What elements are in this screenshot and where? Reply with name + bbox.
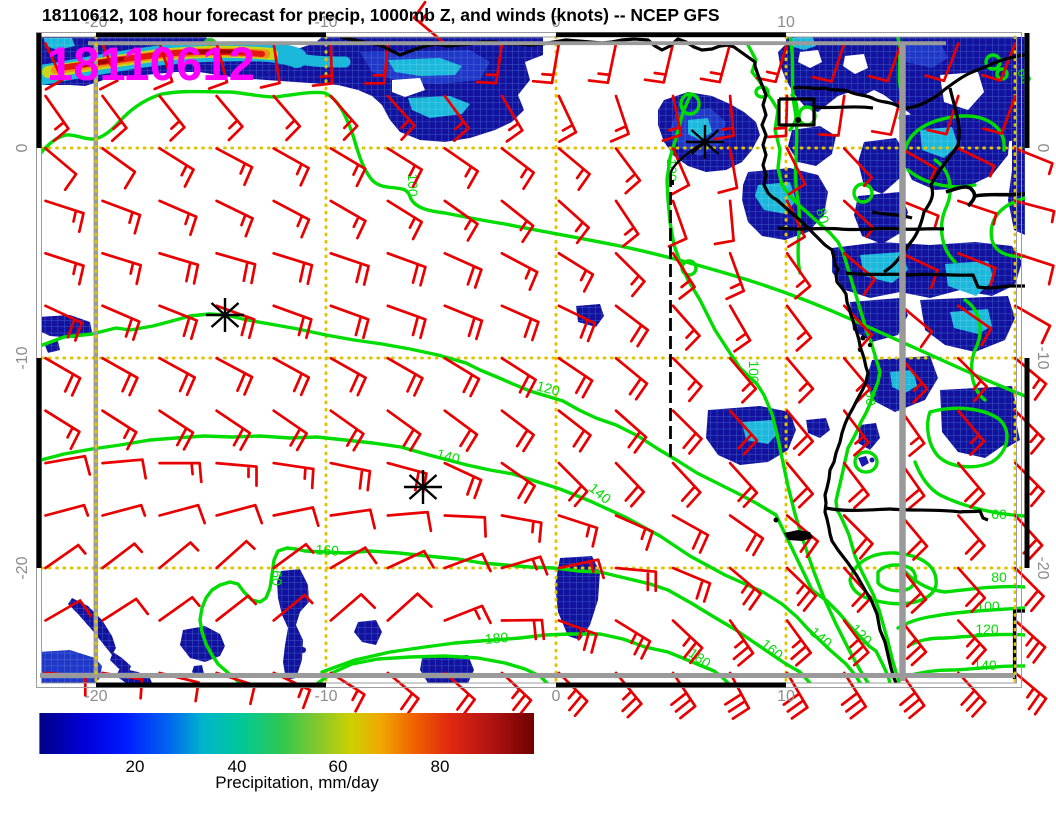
svg-text:120: 120 [535,377,562,399]
svg-text:140: 140 [435,445,462,467]
svg-text:20: 20 [126,757,145,776]
svg-text:60: 60 [269,570,285,586]
svg-text:60: 60 [329,757,348,776]
svg-text:-20: -20 [14,556,31,579]
svg-text:0: 0 [552,14,561,31]
svg-text:10: 10 [777,688,795,705]
svg-text:140: 140 [973,657,997,673]
svg-text:120: 120 [975,621,999,637]
svg-text:-20: -20 [1034,556,1051,579]
svg-text:180: 180 [484,629,509,647]
svg-text:-10: -10 [314,688,337,705]
svg-text:80: 80 [991,569,1007,585]
svg-text:-10: -10 [14,346,31,369]
svg-text:140: 140 [807,624,835,651]
svg-text:160: 160 [315,541,339,558]
svg-text:10: 10 [777,14,795,31]
svg-text:Precipitation, mm/day: Precipitation, mm/day [215,773,379,792]
svg-text:80: 80 [431,757,450,776]
svg-text:160: 160 [758,636,786,663]
svg-text:100: 100 [746,360,762,384]
svg-text:100: 100 [976,598,1000,614]
svg-text:40: 40 [228,757,247,776]
svg-text:-10: -10 [1034,346,1051,369]
svg-text:-10: -10 [314,14,337,31]
svg-text:80: 80 [863,390,879,406]
svg-text:-20: -20 [84,14,107,31]
svg-text:0: 0 [1034,144,1051,153]
svg-text:60: 60 [991,506,1007,522]
svg-text:18110612, 108 hour forecast fo: 18110612, 108 hour forecast for precip, … [42,5,720,25]
svg-text:80: 80 [813,206,833,225]
svg-text:-20: -20 [84,688,107,705]
svg-text:18110612: 18110612 [47,37,255,90]
svg-text:0: 0 [552,688,561,705]
svg-text:0: 0 [14,143,31,152]
